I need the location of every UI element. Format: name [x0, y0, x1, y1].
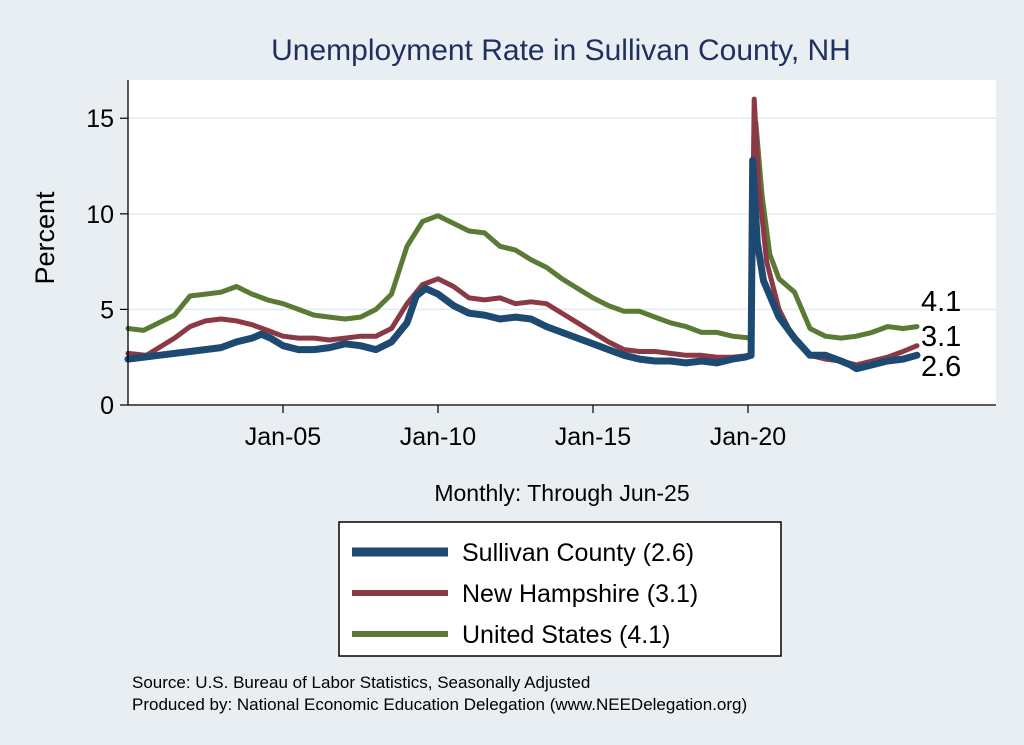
legend-label: Sullivan County (2.6): [462, 539, 694, 567]
x-axis-title: Monthly: Through Jun-25: [434, 480, 689, 506]
y-axis-title: Percent: [30, 191, 60, 285]
series-line-sullivan-county: [124, 156, 921, 373]
end-label: 4.1: [921, 286, 961, 318]
legend-label: New Hampshire (3.1): [462, 580, 698, 608]
source-note: Source: U.S. Bureau of Labor Statistics,…: [132, 673, 590, 692]
x-tick-label: Jan-15: [555, 423, 631, 451]
y-tick-label: 15: [86, 105, 114, 133]
x-tick-label: Jan-10: [400, 423, 476, 451]
producer-note: Produced by: National Economic Education…: [132, 695, 747, 714]
y-tick-label: 0: [100, 392, 114, 420]
end-labels: 2.63.14.1: [921, 286, 961, 383]
y-tick-label: 10: [86, 201, 114, 229]
x-tick-label: Jan-05: [245, 423, 321, 451]
end-label: 3.1: [921, 321, 961, 353]
series-line-united-states: [125, 119, 920, 341]
y-tick-label: 5: [100, 296, 114, 324]
legend-label: United States (4.1): [462, 621, 670, 649]
tick-labels: 0 5 10 15 Jan-05 Jan-10 Jan-15 Jan-20: [86, 105, 786, 451]
legend: Sullivan County (2.6) New Hampshire (3.1)…: [352, 539, 698, 649]
x-tick-label: Jan-20: [710, 423, 786, 451]
plot-area: [128, 80, 996, 405]
chart-title: Unemployment Rate in Sullivan County, NH: [271, 34, 851, 67]
series-lines: [124, 96, 921, 373]
axes: [120, 80, 996, 413]
end-label: 2.6: [921, 351, 961, 383]
